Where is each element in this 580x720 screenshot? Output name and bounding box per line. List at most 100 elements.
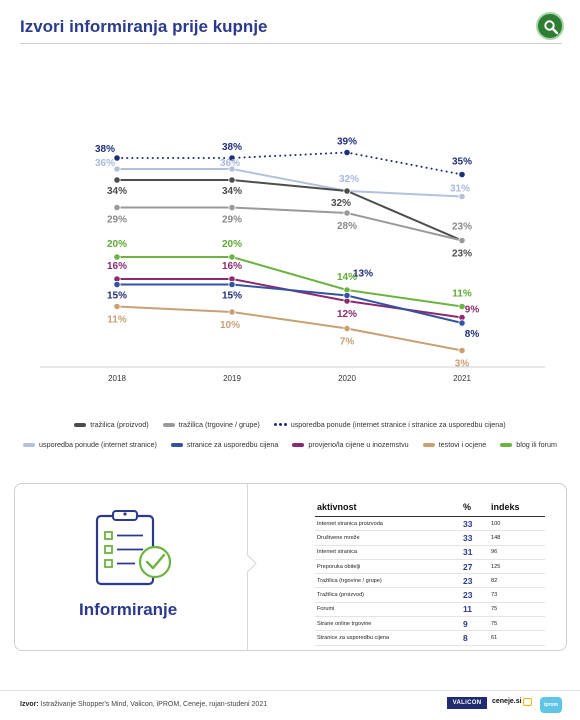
data-label: 11% [452, 289, 472, 300]
series-line [116, 151, 463, 176]
data-label: 10% [220, 320, 240, 331]
cell-index: 82 [491, 577, 498, 584]
cell-percent: 11 [463, 604, 472, 615]
legend-label: provjerio/la cijene u inozemstvu [308, 440, 409, 449]
data-point [113, 176, 121, 184]
legend-swatch [500, 442, 513, 447]
cell-index: 61 [491, 635, 498, 642]
legend-label: tražilica (proizvod) [90, 420, 149, 429]
data-label: 23% [452, 249, 472, 260]
data-label: 38% [95, 144, 115, 155]
legend-item: usporedba ponude (internet stranice) [23, 440, 157, 449]
source-text: Istraživanje Shopper's Mind, Valicon, iP… [40, 701, 268, 708]
data-label: 23% [452, 222, 472, 233]
legend-label: stranice za usporedbu cijena [186, 440, 279, 449]
cell-activity: Stranice za usporedbu cijena [317, 635, 390, 642]
legend-swatch [170, 442, 183, 447]
data-point [343, 209, 351, 217]
x-tick-label: 2019 [223, 374, 241, 383]
table-row: Tražilica (proizvod) 23 73 [315, 588, 545, 603]
source-note: Izvor: Istraživanje Shopper's Mind, Vali… [20, 701, 267, 708]
x-tick-label: 2020 [338, 374, 356, 383]
data-point [228, 280, 236, 289]
cell-percent: 33 [463, 518, 473, 529]
data-label: 36% [95, 158, 115, 169]
ceneje-logo-mark [523, 698, 532, 706]
data-label: 13% [353, 269, 373, 280]
data-point [343, 324, 351, 333]
x-tick-label: 2021 [453, 374, 471, 383]
data-point [228, 176, 236, 184]
x-tick-label: 2018 [108, 374, 126, 383]
series-line [116, 179, 463, 242]
cell-activity: Preporuka obitelji [317, 563, 361, 570]
data-label: 29% [107, 215, 127, 226]
cell-index: 148 [491, 534, 501, 541]
cell-activity: Internet stranica proizvoda [317, 520, 383, 527]
data-point [228, 253, 236, 261]
legend-item: blog ili forum [500, 440, 557, 449]
cell-percent: 31 [463, 547, 473, 558]
table-row: Strane online trgovine 9 75 [315, 617, 545, 632]
legend-item: stranice za usporedbu cijena [170, 440, 279, 449]
search-button[interactable] [536, 12, 564, 40]
legend-label: usporedba ponude (internet stranice i st… [290, 420, 506, 429]
cell-activity: Tražilica (trgovine / grupe) [317, 577, 382, 584]
legend-item: tražilica (proizvod) [74, 420, 149, 429]
legend-swatch [74, 422, 87, 427]
line-chart: 2018 2019 2020 2021 38% 38% 39% 35% 36% 36% 32% 31%… [40, 137, 545, 383]
legend-swatch [422, 442, 435, 447]
data-label: 28% [337, 221, 357, 232]
data-label: 15% [107, 291, 127, 302]
table-row: Forumi 11 75 [315, 603, 545, 618]
header-index: indeks [491, 502, 520, 512]
cell-activity: Tražilica (proizvod) [317, 592, 365, 599]
cell-activity: Internet stranica [317, 549, 358, 556]
cell-percent: 33 [463, 532, 473, 543]
header-percent: % [463, 502, 472, 512]
iprom-logo: iprom [540, 697, 562, 713]
data-point [228, 203, 236, 212]
table-row: Društvene mreže 33 148 [315, 531, 545, 546]
data-label: 31% [450, 184, 470, 195]
series-line [116, 206, 463, 242]
series-line [116, 256, 463, 308]
cell-activity: Društvene mreže [317, 534, 360, 541]
cell-activity: Strane online trgovine [317, 620, 372, 627]
table-row: Tražilica (trgovine / grupe) 23 82 [315, 574, 545, 589]
panel-label: Informiranje [79, 600, 178, 619]
legend-label: testovi i ocjene [438, 440, 487, 449]
cell-percent: 9 [463, 618, 468, 629]
data-label: 20% [222, 239, 242, 250]
table-row: Internet stranica 31 96 [315, 546, 545, 560]
data-label: 32% [331, 198, 351, 209]
data-point [113, 253, 121, 261]
data-point [458, 170, 466, 179]
legend-row-2: usporedba ponude (internet stranice) stra… [0, 440, 580, 449]
data-label: 9% [465, 305, 480, 316]
clipboard-checklist-icon [95, 510, 190, 595]
cell-index: 73 [491, 592, 498, 599]
cell-index: 96 [491, 549, 498, 556]
data-point [113, 302, 121, 311]
legend-swatch [162, 422, 175, 427]
cell-index: 75 [491, 620, 498, 627]
data-point [113, 165, 121, 173]
cell-index: 75 [491, 606, 498, 613]
legend-item: provjerio/la cijene u inozemstvu [292, 440, 409, 449]
data-label: 38% [222, 142, 242, 153]
legend-swatch [23, 442, 36, 447]
footer-divider [0, 690, 580, 691]
data-point [113, 154, 121, 162]
data-point [458, 192, 466, 201]
series-line [116, 283, 463, 324]
data-label: 16% [222, 261, 242, 272]
valicon-logo: VALICON [447, 697, 487, 709]
data-label: 34% [222, 186, 242, 197]
data-label: 14% [337, 272, 357, 283]
panel-divider-arrow [238, 554, 257, 573]
data-label: 34% [107, 186, 127, 197]
info-panel: Informiranje aktivnost % indeks Internet… [14, 483, 567, 651]
data-label: 29% [222, 215, 242, 226]
ceneje-logo: ceneje.si [492, 698, 522, 705]
